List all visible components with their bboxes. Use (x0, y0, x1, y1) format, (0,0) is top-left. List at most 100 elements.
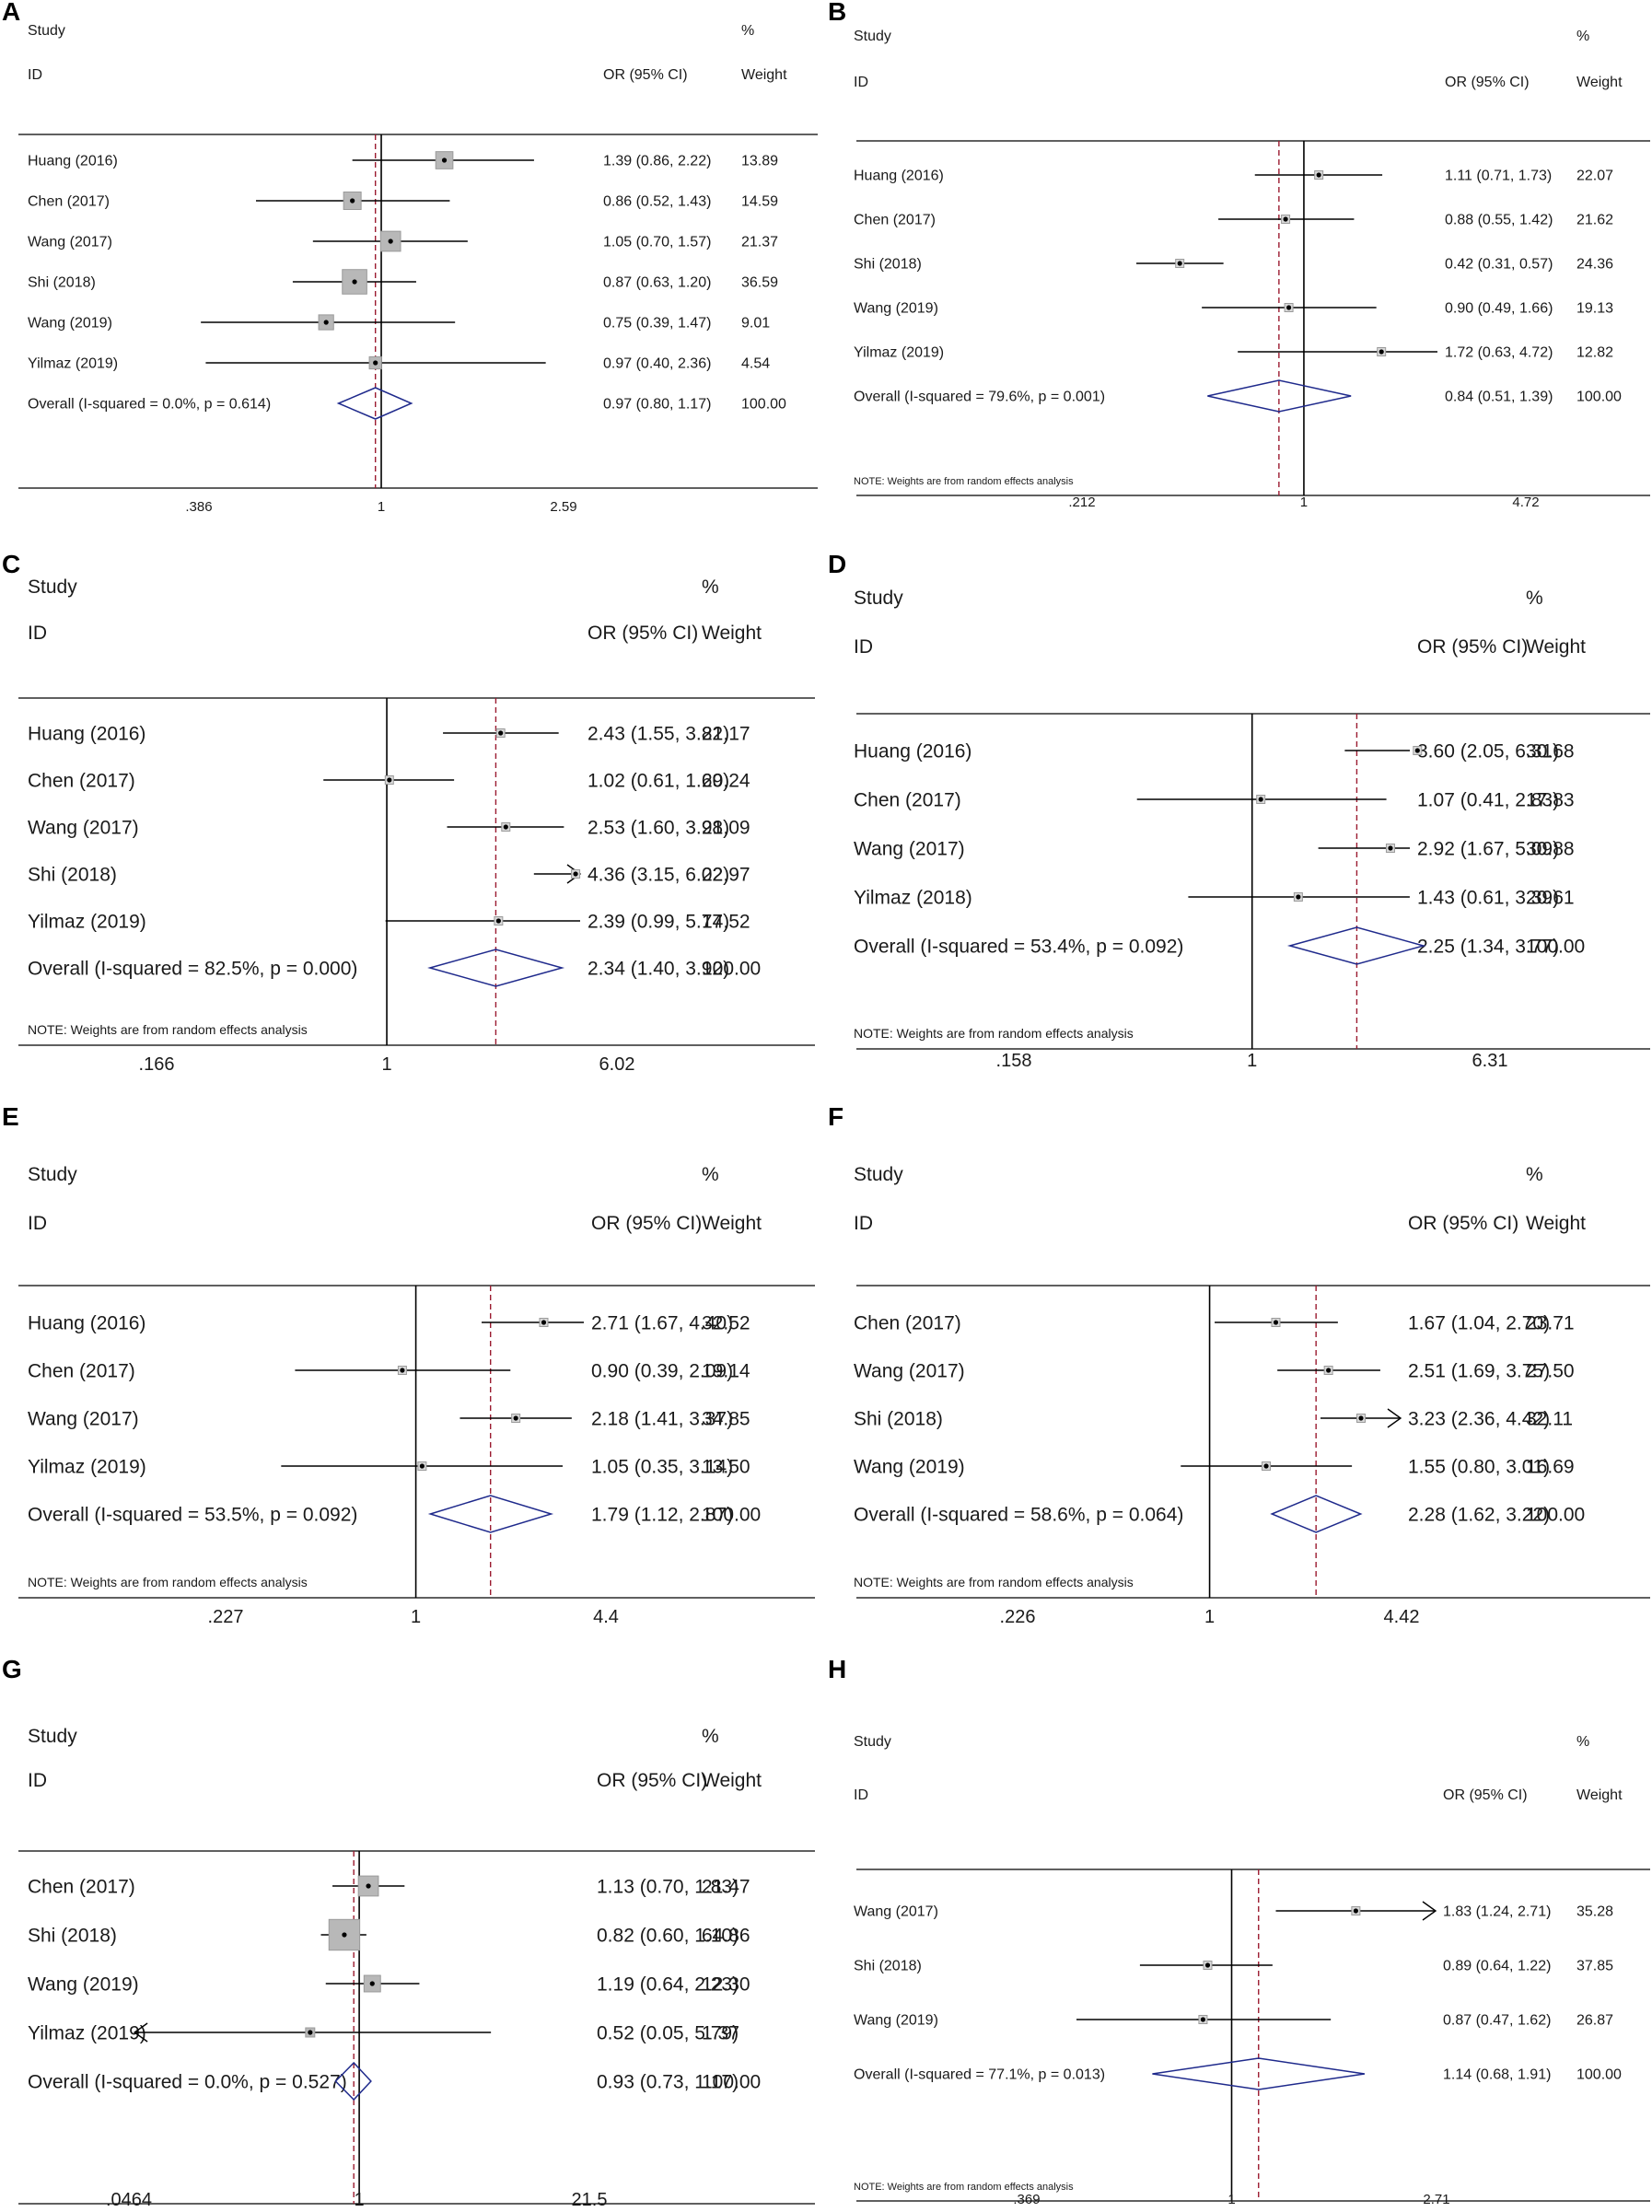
header-id: ID (854, 75, 868, 90)
study-weight: 13.89 (741, 154, 778, 169)
header-percent: % (1526, 1164, 1543, 1185)
study-or-ci: 2.18 (1.41, 3.37) (591, 1408, 733, 1429)
study-weight: 37.85 (1576, 1959, 1613, 1974)
study-or-ci: 0.89 (0.64, 1.22) (1443, 1959, 1551, 1974)
study-or-ci: 2.92 (1.67, 5.09) (1417, 838, 1559, 859)
study-label: Wang (2017) (854, 1360, 965, 1381)
panel-letter: E (2, 1102, 19, 1131)
study-weight: 26.87 (1576, 2013, 1613, 2029)
header-or-ci: OR (95% CI) (1417, 636, 1528, 658)
study-label: Shi (2018) (28, 275, 96, 291)
axis-tick-label: 2.71 (1423, 2192, 1449, 2207)
point-estimate (573, 871, 578, 877)
study-label: Huang (2016) (28, 723, 145, 744)
study-weight: 21.47 (702, 1876, 750, 1897)
study-label: Wang (2019) (854, 2013, 938, 2029)
overall-weight: 100.00 (1576, 390, 1622, 405)
overall-or-ci: 0.97 (0.80, 1.17) (603, 397, 711, 413)
axis-tick-label: 1 (411, 1607, 421, 1627)
header-or-ci: OR (95% CI) (1443, 1787, 1528, 1803)
study-label: Chen (2017) (28, 1360, 135, 1381)
study-weight: 20.61 (1526, 887, 1575, 908)
study-label: Wang (2019) (28, 316, 112, 332)
point-estimate (1353, 1908, 1358, 1914)
point-estimate (503, 824, 508, 830)
point-estimate (369, 1981, 375, 1986)
weights-note: NOTE: Weights are from random effects an… (854, 476, 1074, 487)
overall-diamond (427, 1495, 554, 1533)
weights-note: NOTE: Weights are from random effects an… (854, 2182, 1074, 2193)
header-id: ID (28, 1770, 47, 1791)
study-weight: 34.85 (702, 1408, 750, 1429)
panel-letter: B (828, 0, 846, 26)
header-percent: % (702, 1726, 719, 1747)
header-id: ID (28, 1213, 47, 1234)
overall-diamond (336, 387, 413, 420)
study-or-ci: 1.39 (0.86, 2.22) (603, 154, 711, 169)
header-percent: % (1576, 29, 1589, 44)
panel-letter: A (2, 0, 20, 26)
forest-plot-svg: F Study % ID OR (95% CI) Weight Chen (2017) 1.6… (828, 1102, 1650, 1627)
forest-plot-panel-f: F Study% ID OR (95% CI) Weight Chen (2017) 1.6… (826, 1102, 1652, 1658)
axis-tick-label: .386 (185, 499, 212, 515)
header-or-ci: OR (95% CI) (1445, 75, 1530, 90)
overall-diamond (1286, 926, 1426, 965)
header-weight: Weight (741, 67, 787, 83)
weights-note: NOTE: Weights are from random effects an… (854, 1575, 1134, 1589)
study-or-ci: 0.86 (0.52, 1.43) (603, 194, 711, 210)
study-label: Yilmaz (2019) (28, 356, 118, 372)
study-or-ci: 1.72 (0.63, 4.72) (1445, 345, 1553, 361)
study-or-ci: 0.82 (0.60, 1.10) (597, 1925, 739, 1946)
study-weight: 4.54 (741, 356, 770, 372)
study-weight: 64.86 (702, 1925, 750, 1946)
study-label: Chen (2017) (28, 1876, 135, 1897)
point-estimate (1204, 1962, 1211, 1968)
point-estimate (1283, 216, 1288, 222)
point-estimate (342, 1932, 347, 1938)
overall-weight: 100.00 (702, 958, 761, 979)
axis-tick-label: 1 (1204, 1607, 1215, 1627)
study-label: Wang (2017) (854, 838, 965, 859)
study-or-ci: 4.36 (3.15, 6.02) (588, 864, 729, 885)
axis-tick-label: .158 (996, 1051, 1032, 1071)
study-label: Chen (2017) (854, 1312, 961, 1333)
overall-weight: 100.00 (1526, 1504, 1585, 1525)
header-id: ID (28, 67, 42, 83)
overall-weight: 100.00 (1576, 2067, 1622, 2083)
overall-label: Overall (I-squared = 79.6%, p = 0.001) (854, 390, 1105, 405)
study-label: Wang (2017) (28, 817, 139, 838)
point-estimate (323, 320, 329, 325)
point-estimate (1358, 1415, 1364, 1421)
point-estimate (441, 157, 448, 163)
overall-weight: 100.00 (702, 1504, 761, 1525)
point-estimate (1316, 172, 1321, 178)
point-estimate (419, 1463, 425, 1469)
overall-diamond (1207, 379, 1352, 413)
header-or-ci: OR (95% CI) (588, 623, 698, 644)
overall-weight: 100.00 (741, 397, 786, 413)
study-weight: 36.59 (741, 275, 778, 291)
study-or-ci: 2.39 (0.99, 5.77) (588, 911, 729, 932)
overall-label: Overall (I-squared = 77.1%, p = 0.013) (854, 2067, 1105, 2083)
study-weight: 23.71 (1526, 1312, 1575, 1333)
study-weight: 17.83 (1526, 789, 1575, 810)
overall-or-ci: 2.34 (1.40, 3.92) (588, 958, 729, 979)
ci-arrow-right (1387, 1408, 1402, 1428)
study-weight: 14.52 (702, 911, 750, 932)
axis-tick-label: 6.31 (1472, 1051, 1508, 1071)
study-label: Chen (2017) (28, 770, 135, 791)
header-study: Study (28, 23, 65, 39)
axis-tick-label: .0464 (106, 2190, 152, 2210)
ci-arrow-right (1422, 1901, 1437, 1921)
study-or-ci: 1.83 (1.24, 2.71) (1443, 1904, 1551, 1920)
header-study: Study (28, 1164, 77, 1185)
ci-arrow-left (133, 2022, 148, 2043)
overall-or-ci: 0.84 (0.51, 1.39) (1445, 390, 1553, 405)
forest-plot-svg: G Study % ID OR (95% CI)Weight Chen (2017) 1.1… (2, 1655, 815, 2210)
study-weight: 1.37 (702, 2022, 739, 2043)
study-label: Huang (2016) (28, 154, 118, 169)
point-estimate (1296, 894, 1301, 900)
study-weight: 20.24 (702, 770, 750, 791)
header-percent: % (1526, 588, 1543, 609)
